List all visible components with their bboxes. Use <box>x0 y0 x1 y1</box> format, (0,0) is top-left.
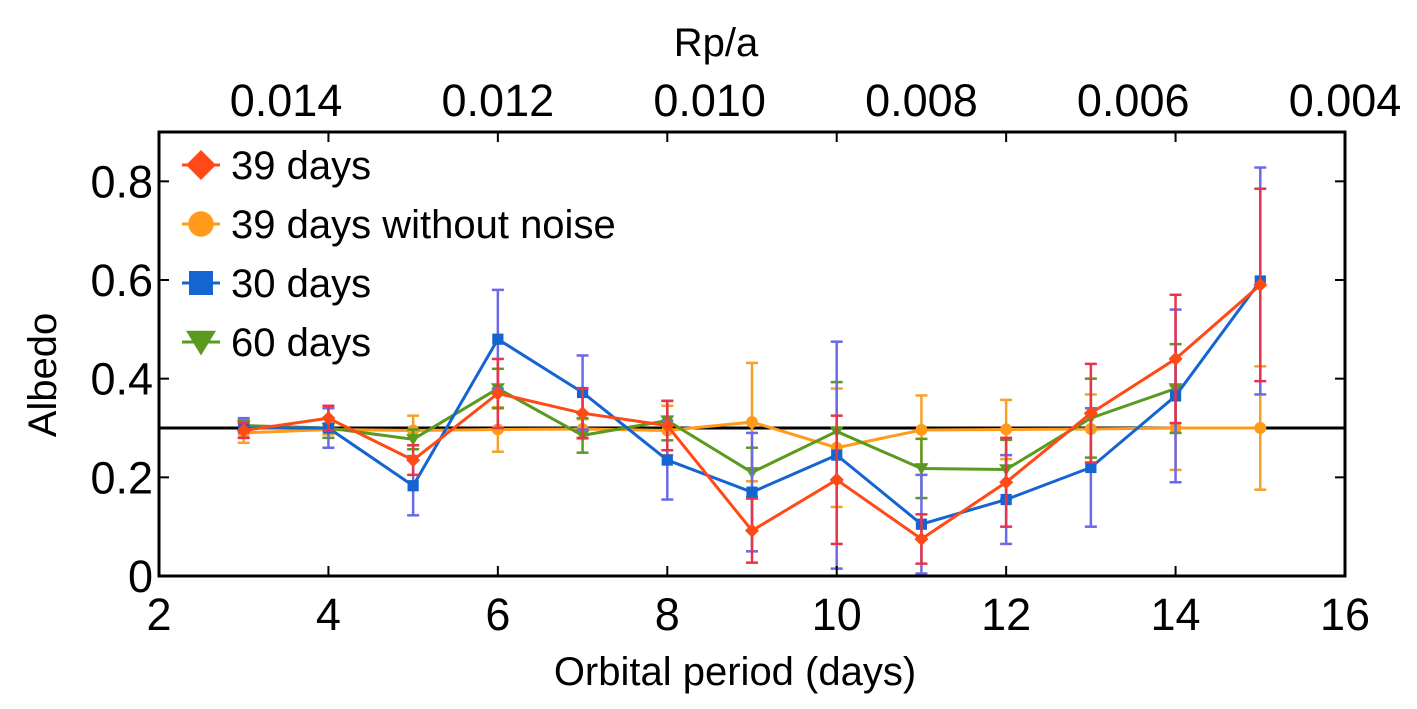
x-tick-label: 16 <box>1320 589 1370 640</box>
x-tick-label: 6 <box>485 589 510 640</box>
legend-label: 30 days <box>231 262 371 306</box>
data-point <box>406 453 421 468</box>
legend-marker <box>186 330 216 356</box>
data-point <box>660 418 675 433</box>
series-line <box>243 386 1177 475</box>
y-tick-label: 0.4 <box>90 354 153 405</box>
top-tick-label: 0.014 <box>230 75 343 126</box>
legend-marker <box>189 271 213 295</box>
data-point <box>1253 277 1268 292</box>
x-tick-label: 12 <box>981 589 1031 640</box>
data-point <box>746 416 758 429</box>
series-39-days <box>236 187 1268 565</box>
data-point <box>407 480 419 492</box>
x-tick-label: 2 <box>146 589 171 640</box>
data-point <box>492 333 504 345</box>
data-point <box>915 424 928 436</box>
top-tick-label: 0.008 <box>865 75 978 126</box>
x-tick-label: 10 <box>812 589 862 640</box>
data-point <box>914 463 929 475</box>
x-axis-label: Orbital period (days) <box>554 650 916 694</box>
y-tick-label: 0.2 <box>90 452 153 503</box>
data-point <box>914 532 929 546</box>
data-point <box>1254 422 1267 434</box>
plot-frame <box>157 130 1347 578</box>
data-point <box>490 386 505 401</box>
top-tick-label: 0.010 <box>653 75 766 126</box>
y-tick-label: 0.8 <box>90 156 153 207</box>
y-axis-label: Albedo <box>21 313 65 438</box>
data-point <box>999 475 1014 490</box>
x-tick-label: 4 <box>316 589 341 640</box>
legend-marker <box>188 211 214 237</box>
top-tick-label: 0.004 <box>1289 75 1402 126</box>
data-point <box>829 472 844 487</box>
x-tick-label: 8 <box>655 589 680 640</box>
data-point <box>746 486 758 498</box>
data-point <box>406 434 421 446</box>
data-point <box>575 406 590 421</box>
legend-label: 60 days <box>231 321 371 365</box>
top-tick-label: 0.006 <box>1077 75 1190 126</box>
legend-marker <box>186 150 216 180</box>
top-tick-label: 0.012 <box>442 75 555 126</box>
top-x-axis-label: Rp/a <box>674 21 759 65</box>
legend-label: 39 days <box>231 144 371 188</box>
y-tick-label: 0 <box>128 551 153 602</box>
legend-label: 39 days without noise <box>231 203 616 247</box>
data-point <box>1083 406 1098 421</box>
legend: 39 days 39 days without noise 30 days 60 da… <box>182 144 616 365</box>
data-point <box>236 423 251 438</box>
data-point <box>1000 423 1013 436</box>
data-point <box>1168 351 1183 366</box>
data-point <box>661 454 673 466</box>
data-point <box>491 423 504 436</box>
data-point <box>321 411 336 426</box>
y-tick-label: 0.6 <box>90 255 153 306</box>
data-point <box>745 523 759 538</box>
data-point <box>1085 461 1097 474</box>
x-tick-label: 14 <box>1151 589 1201 640</box>
